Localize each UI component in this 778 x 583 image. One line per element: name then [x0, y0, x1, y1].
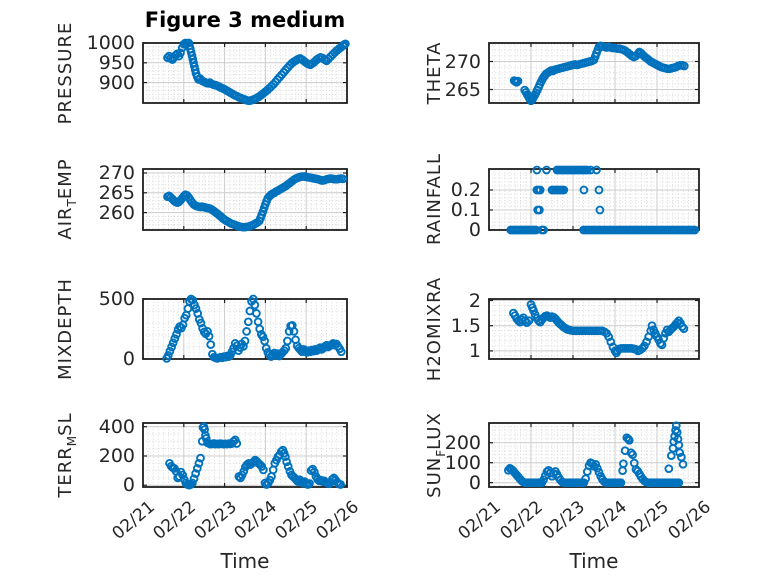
- x-tick-label: 02/21: [454, 497, 505, 544]
- data-markers: [165, 422, 345, 490]
- y-tick-label: 260: [98, 201, 135, 224]
- x-tick-label: 02/24: [230, 497, 282, 544]
- y-tick-label: 100: [444, 451, 481, 474]
- x-tick-label: 02/23: [190, 497, 241, 544]
- data-markers: [163, 172, 348, 232]
- y-tick-label: 0: [122, 474, 135, 497]
- y-tick-label: 270: [98, 161, 135, 184]
- data-markers: [509, 300, 689, 358]
- plot-canvas-air-temp: [142, 168, 348, 232]
- data-markers: [509, 41, 689, 106]
- y-tick-label: 400: [98, 415, 135, 438]
- axes-frame: [142, 422, 348, 488]
- tick-marks: [142, 169, 348, 230]
- y-tick-label: 0.2: [450, 179, 481, 201]
- plot-canvas-h2omixra: [488, 298, 700, 360]
- x-tick-label: 02/21: [108, 497, 159, 544]
- ylabel-subscript: M: [64, 435, 79, 447]
- y-tick-label: 270: [444, 50, 481, 73]
- y-tick-label: 0.1: [450, 199, 481, 221]
- plot-canvas-pressure: [142, 38, 350, 106]
- tick-marks: [142, 298, 348, 360]
- y-tick-label: 0: [468, 471, 481, 494]
- y-tick-label: 1000: [86, 32, 135, 54]
- data-markers: [163, 38, 350, 106]
- x-tick-label: 02/22: [149, 497, 200, 544]
- axes-frame: [488, 422, 700, 488]
- x-tick-label: 02/26: [664, 497, 715, 544]
- y-tick-label: 0: [468, 219, 481, 241]
- y-tick-label: 1: [468, 339, 481, 362]
- plot-canvas-sun-flux: [488, 421, 700, 488]
- x-tick-label: 02/22: [496, 497, 547, 544]
- x-tick-label: 02/25: [622, 497, 673, 544]
- y-tick-label: 265: [444, 78, 481, 101]
- data-markers: [506, 165, 700, 235]
- plot-canvas-rainfall: [488, 165, 700, 235]
- y-tick-label: 1.5: [450, 314, 481, 337]
- x-axis-title-left: Time: [220, 549, 270, 573]
- axes-frame: [142, 298, 348, 360]
- figure-title: Figure 3 medium: [144, 8, 346, 32]
- y-tick-label: 500: [98, 288, 135, 310]
- y-tick-label: 950: [98, 51, 135, 74]
- minor-grid: [143, 168, 347, 230]
- y-tick-label: 200: [444, 431, 481, 454]
- y-tick-label: 265: [98, 181, 135, 204]
- y-tick-label: 2: [468, 289, 481, 312]
- y-tick-label: 900: [98, 71, 135, 94]
- x-tick-label: 02/26: [312, 497, 363, 544]
- data-markers: [503, 421, 688, 488]
- x-tick-label: 02/24: [580, 497, 631, 544]
- x-tick-label: 02/23: [538, 497, 589, 544]
- minor-grid: [489, 169, 699, 230]
- x-axis-title-right: Time: [569, 549, 619, 573]
- plot-canvas-theta: [488, 41, 700, 106]
- axes-frame: [488, 298, 700, 360]
- x-tick-label: 02/25: [271, 497, 323, 544]
- plot-canvas-terr-msl: [142, 422, 348, 490]
- data-markers: [162, 294, 346, 363]
- plot-canvas-mixdepth: [142, 294, 348, 363]
- y-tick-label: 0: [122, 348, 135, 370]
- y-tick-label: 200: [98, 444, 135, 467]
- minor-grid: [489, 43, 699, 103]
- axes-frame: [488, 42, 700, 104]
